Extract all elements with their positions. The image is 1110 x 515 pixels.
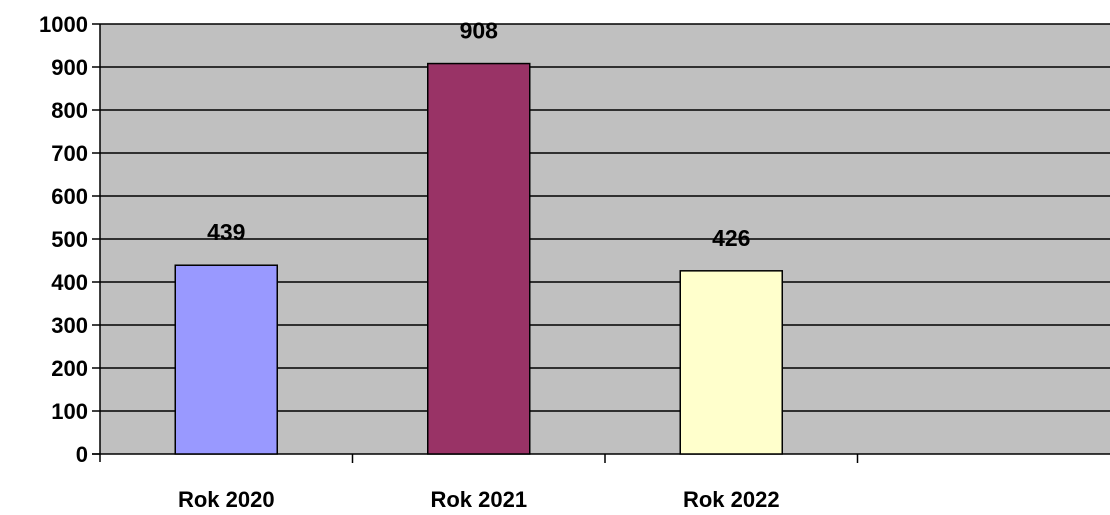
bar-rok-2022 (679, 270, 783, 455)
data-labels: 439 908 426 (207, 18, 750, 251)
data-label: 439 (207, 219, 245, 245)
y-axis: 0 100 200 300 400 500 600 700 800 900 1000 (39, 12, 101, 467)
y-tick-label: 200 (51, 356, 88, 381)
category-label: Rok 2022 (683, 487, 780, 512)
y-tick-label: 0 (76, 442, 88, 467)
y-tick-label: 100 (51, 399, 88, 424)
y-tick-label: 500 (51, 227, 88, 252)
y-tick-label: 600 (51, 184, 88, 209)
category-label: Rok 2020 (178, 487, 275, 512)
data-label: 908 (460, 18, 499, 44)
y-tick-label: 400 (51, 270, 88, 295)
bar-rok-2021 (427, 62, 531, 455)
y-tick-label: 800 (51, 98, 88, 123)
y-tick-label: 1000 (39, 12, 88, 37)
y-tick-label: 900 (51, 55, 88, 80)
bar-rok-2020 (174, 264, 278, 455)
y-tick-label: 700 (51, 141, 88, 166)
y-tick-label: 300 (51, 313, 88, 338)
data-label: 426 (712, 225, 750, 251)
category-label: Rok 2021 (430, 487, 527, 512)
bars (174, 62, 783, 455)
x-axis (92, 453, 1110, 463)
category-labels: Rok 2020 Rok 2021 Rok 2022 (178, 487, 780, 512)
